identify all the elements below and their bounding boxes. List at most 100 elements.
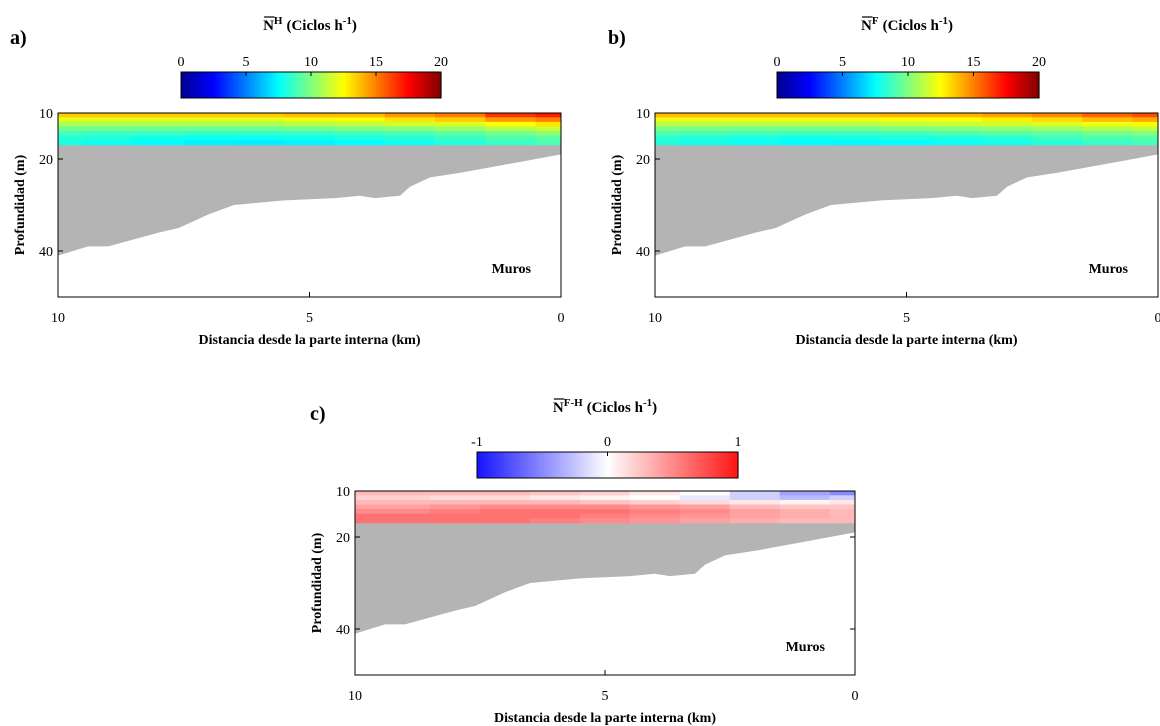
colorbar-segment (727, 452, 730, 478)
colorbar-segment (980, 72, 983, 98)
colorbar-segment (391, 72, 394, 98)
colorbar-segment (350, 72, 353, 98)
colorbar-segment (561, 452, 565, 478)
heatmap-cell (133, 117, 185, 123)
heatmap-cell (82, 117, 134, 123)
colorbar-segment (380, 72, 384, 98)
heatmap-cell (334, 121, 386, 128)
heatmap-cell (133, 126, 185, 132)
heatmap-cell (780, 140, 832, 146)
title-units: (Ciclos h (286, 18, 343, 34)
colorbar-segment (241, 72, 245, 98)
colorbar-segment (360, 72, 364, 98)
colorbar-segment (677, 452, 680, 478)
colorbar-segment (546, 452, 550, 478)
heatmap-cell (183, 113, 235, 118)
colorbar-segment (500, 452, 504, 478)
heatmap-cell (529, 509, 581, 515)
title-symbol: N (861, 18, 872, 34)
colorbar-segment (973, 72, 977, 98)
heatmap-cell (82, 131, 134, 137)
title-symbol: N (263, 18, 274, 34)
colorbar-segment (618, 452, 622, 478)
heatmap-cell (679, 509, 731, 515)
colorbar-segment (1036, 72, 1040, 98)
colorbar-segment (666, 452, 669, 478)
heatmap-cell (183, 131, 235, 137)
colorbar-segment (436, 72, 440, 98)
colorbar-segment (787, 72, 791, 98)
x-axis-label: Distancia desde la parte interna (km) (795, 333, 1017, 348)
colorbar-segment (226, 72, 230, 98)
colorbar-segment (217, 72, 221, 98)
colorbar-segment (899, 72, 903, 98)
heatmap-cell (485, 135, 537, 141)
colorbar-segment (230, 72, 234, 98)
colorbar-segment (243, 72, 247, 98)
panel-a: 10 20 40 10 5 0 Distancia desde la parte inter… (10, 15, 565, 348)
heatmap-cell (355, 499, 381, 506)
heatmap-cell (183, 135, 235, 141)
colorbar-segment (518, 452, 522, 478)
colorbar-segment (879, 72, 883, 98)
colorbar-segment (594, 452, 598, 478)
colorbar-segment (929, 72, 933, 98)
heatmap-cell (881, 121, 932, 128)
heatmap-cell (730, 131, 782, 137)
colorbar-segment (657, 452, 661, 478)
x-axis-label: Distancia desde la parte interna (km) (198, 333, 420, 348)
colorbar-segment (386, 72, 390, 98)
colorbar-segment (282, 72, 286, 98)
heatmap-cell (1132, 135, 1158, 141)
colorbar-segment (859, 72, 863, 98)
colorbar-segment (648, 452, 652, 478)
title-close: ) (948, 18, 953, 34)
colorbar-segment (183, 72, 186, 98)
heatmap-cell (529, 513, 581, 519)
colorbar-segment (315, 72, 319, 98)
colorbar-segment (267, 72, 271, 98)
heatmap-cell (334, 140, 386, 146)
colorbar-segment (683, 452, 687, 478)
colorbar-tick-label: 10 (901, 55, 915, 70)
heatmap-cell (679, 117, 731, 123)
heatmap-cell (830, 131, 882, 137)
colorbar-segment (566, 452, 569, 478)
colorbar-segment (321, 72, 325, 98)
heatmap-cell (881, 113, 932, 118)
colorbar-segment (516, 452, 519, 478)
colorbar-segment (326, 72, 329, 98)
heatmap-cell (82, 113, 134, 118)
colorbar-segment (250, 72, 254, 98)
colorbar-segment (404, 72, 407, 98)
colorbar-segment (419, 72, 423, 98)
colorbar-segment (209, 72, 212, 98)
colorbar-segment (668, 452, 672, 478)
heatmap-cell (379, 509, 431, 515)
colorbar-segment (274, 72, 277, 98)
heatmap-cell (1031, 131, 1083, 137)
colorbar-segment (614, 452, 617, 478)
heatmap-cell (355, 513, 381, 519)
panel-title: NF-H (Ciclos h-1) (553, 397, 657, 416)
heatmap-cell (284, 113, 335, 118)
heatmap-cell (779, 491, 831, 496)
heatmap-cell (429, 518, 481, 524)
panel-b: 10 20 40 10 5 0 Distancia desde la parte inter… (608, 15, 1160, 348)
heatmap-cell (881, 117, 932, 123)
colorbar-segment (572, 452, 576, 478)
colorbar-segment (798, 72, 802, 98)
colorbar-segment (984, 72, 988, 98)
colorbar-segment (1034, 72, 1038, 98)
heatmap-cell (881, 140, 932, 146)
panel-title: NF (Ciclos h-1) (861, 15, 953, 34)
colorbar-segment (373, 72, 377, 98)
heatmap-cell (355, 491, 381, 496)
colorbar-segment (1032, 72, 1036, 98)
heatmap-cell (183, 126, 235, 132)
heatmap-cell (284, 126, 335, 132)
colorbar-segment (849, 72, 852, 98)
heatmap-cell (535, 113, 561, 118)
colorbar-segment (553, 452, 556, 478)
colorbar-segment (358, 72, 362, 98)
